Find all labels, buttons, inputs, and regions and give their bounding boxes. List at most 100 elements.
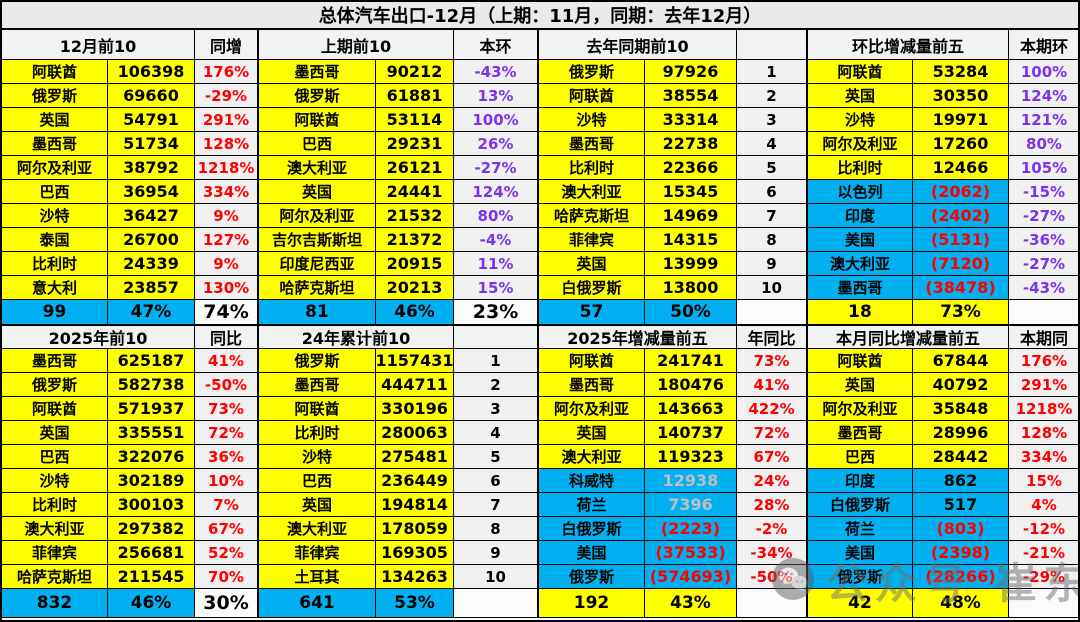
panel-sub-header-blank: [454, 326, 539, 349]
country-cell: 白俄罗斯: [808, 493, 913, 517]
country-cell: 科威特: [539, 469, 645, 493]
rank-cell: 10: [737, 276, 808, 300]
value-cell: 625187: [108, 349, 195, 373]
country-cell: 墨西哥: [539, 132, 645, 156]
value-cell: 106398: [108, 60, 195, 84]
country-cell: 哈萨克斯坦: [2, 565, 108, 589]
country-cell: 白俄罗斯: [539, 276, 645, 300]
value-cell: 241741: [645, 349, 737, 373]
footer-total-pct-cell: 74%: [195, 300, 259, 326]
pct-cell: -27%: [1009, 204, 1078, 228]
pct-cell: 128%: [195, 132, 259, 156]
country-cell: 英国: [808, 373, 913, 397]
rank-cell: 7: [737, 204, 808, 228]
value-cell: 28996: [913, 421, 1009, 445]
country-cell: 阿联酋: [539, 349, 645, 373]
top-table: 12月前10 同增 上期前10 本环 去年同期前10 环比增减量前五 本期环 阿联酋 10639…: [2, 30, 1078, 326]
pct-cell: 176%: [195, 60, 259, 84]
panel-sub-header: 年同比: [737, 326, 808, 349]
rank-cell: 6: [737, 180, 808, 204]
country-cell: 墨西哥: [539, 373, 645, 397]
country-cell: 美国: [539, 541, 645, 565]
value-cell: 12938: [645, 469, 737, 493]
footer-count-cell: 832: [2, 589, 108, 618]
value-cell: 38792: [108, 156, 195, 180]
rank-cell: 3: [454, 397, 539, 421]
value-cell: 280063: [376, 421, 454, 445]
rank-cell: 3: [737, 108, 808, 132]
value-cell: 36427: [108, 204, 195, 228]
country-cell: 澳大利亚: [539, 180, 645, 204]
panel-sub-header: 本环: [454, 30, 539, 60]
country-cell: 比利时: [539, 156, 645, 180]
footer-count-cell: 192: [539, 589, 645, 618]
pct-cell: -36%: [1009, 228, 1078, 252]
value-cell: 26121: [376, 156, 454, 180]
page-title: 总体汽车出口-12月（上期：11月，同期：去年12月）: [2, 2, 1078, 30]
pct-cell: 176%: [1009, 349, 1078, 373]
pct-cell: 9%: [195, 204, 259, 228]
footer-blank-cell: [1009, 300, 1078, 326]
pct-cell: -27%: [1009, 252, 1078, 276]
pct-cell: 4%: [1009, 493, 1078, 517]
country-cell: 墨西哥: [259, 373, 376, 397]
country-cell: 英国: [808, 84, 913, 108]
value-cell: 90212: [376, 60, 454, 84]
value-cell: (37533): [645, 541, 737, 565]
rank-cell: 9: [737, 252, 808, 276]
panel-header: 去年同期前10: [539, 30, 737, 60]
footer-share-cell: 73%: [913, 300, 1009, 326]
value-cell: 38554: [645, 84, 737, 108]
value-cell: (7120): [913, 252, 1009, 276]
country-cell: 巴西: [259, 469, 376, 493]
value-cell: 17260: [913, 132, 1009, 156]
rank-cell: 6: [454, 469, 539, 493]
value-cell: 69660: [108, 84, 195, 108]
pct-cell: 9%: [195, 252, 259, 276]
country-cell: 阿联酋: [259, 108, 376, 132]
country-cell: 以色列: [808, 180, 913, 204]
country-cell: 阿尔及利亚: [539, 397, 645, 421]
pct-cell: 28%: [737, 493, 808, 517]
pct-cell: -29%: [195, 84, 259, 108]
value-cell: 14969: [645, 204, 737, 228]
country-cell: 俄罗斯: [2, 373, 108, 397]
value-cell: 335551: [108, 421, 195, 445]
footer-total-pct-cell: 30%: [195, 589, 259, 618]
pct-cell: 124%: [454, 180, 539, 204]
footer-share-cell: 46%: [376, 300, 454, 326]
pct-cell: 13%: [454, 84, 539, 108]
pct-cell: 24%: [737, 469, 808, 493]
value-cell: 20213: [376, 276, 454, 300]
rank-cell: 8: [454, 517, 539, 541]
rank-cell: 4: [737, 132, 808, 156]
pct-cell: 291%: [1009, 373, 1078, 397]
country-cell: 阿联酋: [2, 397, 108, 421]
value-cell: 582738: [108, 373, 195, 397]
country-cell: 沙特: [539, 108, 645, 132]
footer-blank-cell: [1009, 589, 1078, 618]
footer-count-cell: 81: [259, 300, 376, 326]
country-cell: 英国: [539, 421, 645, 445]
bottom-table: 2025年前10 同比 24年累计前10 2025年增减量前五 年同比 本月同比增减量前五…: [2, 326, 1078, 618]
pct-cell: -2%: [737, 517, 808, 541]
pct-cell: 67%: [737, 445, 808, 469]
pct-cell: 291%: [195, 108, 259, 132]
rank-cell: 5: [454, 445, 539, 469]
pct-cell: 334%: [1009, 445, 1078, 469]
value-cell: 571937: [108, 397, 195, 421]
country-cell: 阿尔及利亚: [808, 132, 913, 156]
pct-cell: 128%: [1009, 421, 1078, 445]
pct-cell: -50%: [737, 565, 808, 589]
value-cell: 26700: [108, 228, 195, 252]
footer-blank-cell: [454, 589, 539, 618]
country-cell: 意大利: [2, 276, 108, 300]
panel-sub-header: 同比: [195, 326, 259, 349]
footer-blank-cell: [737, 300, 808, 326]
country-cell: 印度尼西亚: [259, 252, 376, 276]
pct-cell: 80%: [454, 204, 539, 228]
value-cell: 13999: [645, 252, 737, 276]
country-cell: 俄罗斯: [808, 565, 913, 589]
rank-cell: 10: [454, 565, 539, 589]
rank-cell: 1: [454, 349, 539, 373]
